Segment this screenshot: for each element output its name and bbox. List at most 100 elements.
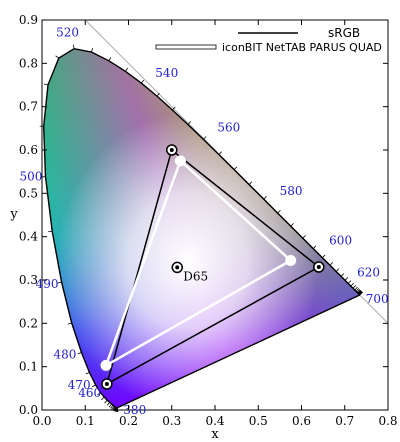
x-axis-label: x [211, 427, 219, 442]
locus-tick [55, 55, 60, 59]
locus-tick [277, 209, 281, 214]
locus-tick [354, 286, 358, 291]
locus-tick [329, 262, 334, 266]
locus-tick [106, 402, 111, 406]
locus-tick [187, 121, 191, 125]
locus-tick [125, 67, 129, 72]
locus-tick [344, 277, 349, 281]
gamut-triangle [103, 158, 293, 369]
wavelength-label: 500 [20, 170, 43, 184]
locus-tick [101, 396, 105, 401]
locus-tick [340, 273, 345, 277]
locus-tick [72, 44, 75, 49]
primary-point [174, 155, 186, 167]
locus-tick [312, 245, 317, 249]
y-tick-label: 0.5 [19, 186, 38, 200]
wavelength-label: 520 [56, 26, 79, 40]
y-tick-label: 0.7 [19, 100, 38, 114]
y-tick-label: 0.3 [19, 273, 38, 287]
gamut-series [100, 144, 325, 390]
locus-tick [111, 406, 115, 410]
x-tick-label: 0.8 [378, 414, 397, 428]
locus-tick [104, 399, 108, 404]
locus-tick [358, 291, 363, 295]
locus-tick [140, 79, 145, 84]
locus-tick [302, 235, 306, 239]
locus-tick [67, 322, 72, 325]
locus-tick [248, 181, 253, 185]
y-tick-label: 0.6 [19, 143, 38, 157]
locus-tick [355, 288, 360, 292]
wavelength-label: 540 [155, 66, 178, 80]
primary-point-center [104, 382, 109, 386]
x-tick-label: 0.3 [162, 414, 181, 428]
axes: 0.0 0.1 0.2 0.3 0.4 0.5 0.6 0.7 0.8 0.0 0.1 0.2 0.3 0… [19, 13, 398, 428]
legend-device-label: iconBIT NetTAB PARUS QUAD [222, 41, 382, 54]
locus-tick [91, 384, 96, 388]
wavelength-ticks [39, 44, 363, 412]
locus-tick [356, 289, 361, 293]
locus-tick [115, 407, 117, 412]
series-device [100, 155, 297, 371]
locus-tick [44, 83, 49, 86]
x-tick-label: 0.2 [119, 414, 138, 428]
locus-tick [347, 280, 352, 284]
white-point-center [175, 265, 180, 270]
locus-tick [357, 290, 362, 294]
y-tick-label: 0.1 [19, 360, 38, 374]
locus-tick [335, 268, 340, 272]
wavelength-label: 490 [36, 277, 59, 291]
primary-point-center [316, 265, 321, 269]
locus-tick [110, 405, 114, 409]
y-tick-label: 0.9 [19, 13, 38, 27]
locus-tick [108, 403, 112, 408]
wavelength-label: 620 [357, 265, 380, 279]
locus-tick [290, 223, 294, 227]
locus-tick [113, 407, 117, 412]
y-tick-label: 0.0 [19, 403, 38, 417]
primary-point [100, 359, 112, 371]
locus-tick [97, 392, 101, 396]
white-point-label: D65 [183, 269, 208, 283]
locus-tick [85, 372, 90, 375]
x-tick-label: 0.7 [335, 414, 354, 428]
locus-tick [77, 352, 82, 355]
wavelength-label: 580 [280, 184, 303, 198]
locus-tick [172, 106, 176, 111]
locus-tick [57, 281, 62, 284]
locus-tick [203, 136, 207, 140]
y-tick-label: 0.2 [19, 316, 38, 330]
wavelength-label: 480 [53, 347, 76, 361]
y-tick-label: 0.8 [19, 56, 38, 70]
locus-tick [352, 285, 357, 289]
white-point: D65 [171, 261, 208, 283]
locus-tick [263, 196, 267, 200]
x-tick-label: 0.6 [292, 414, 311, 428]
wavelength-label: 460 [78, 386, 101, 400]
y-tick-label: 0.4 [19, 230, 38, 244]
x-tick-label: 0.0 [32, 414, 51, 428]
primary-point-center [169, 148, 174, 152]
locus-tick [108, 57, 112, 61]
locus-tick [358, 290, 362, 295]
locus-tick [357, 289, 361, 294]
wavelength-label: 470 [68, 378, 91, 392]
legend-device-line [155, 44, 217, 50]
y-axis-label: y [9, 207, 18, 222]
locus-tick [218, 151, 222, 155]
legend: sRGB iconBIT NetTAB PARUS QUAD [155, 26, 382, 54]
locus-tick [112, 406, 116, 411]
x-tick-label: 0.1 [76, 414, 95, 428]
gamut-triangle [105, 148, 321, 386]
locus-tick [350, 283, 354, 287]
locus-tick [233, 166, 238, 170]
primary-point [285, 255, 297, 266]
locus-tick [112, 407, 116, 411]
x-tick-label: 0.4 [205, 414, 224, 428]
wavelength-label: 700 [366, 292, 389, 306]
locus-tick [322, 254, 326, 259]
locus-tick [91, 48, 94, 53]
wavelength-label: 560 [217, 120, 240, 134]
